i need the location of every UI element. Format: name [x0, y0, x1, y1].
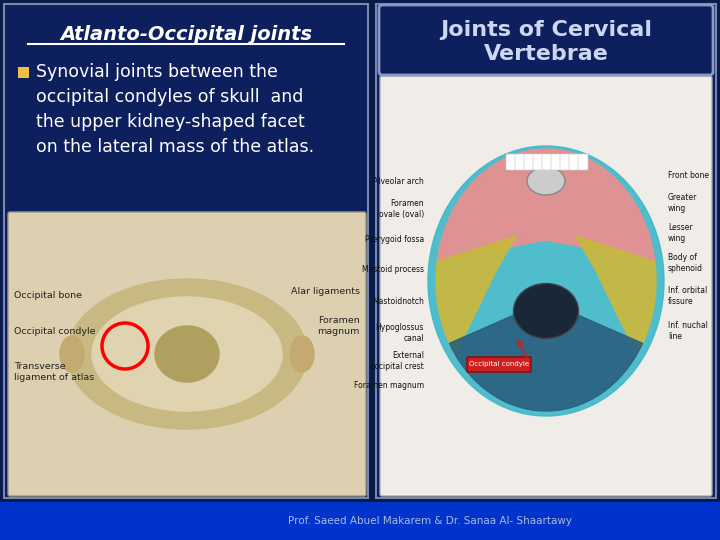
Text: Synovial joints between the: Synovial joints between the [36, 63, 278, 81]
Polygon shape [67, 279, 307, 429]
Text: Body of
sphenoid: Body of sphenoid [668, 253, 703, 273]
Text: Inf. nuchal
line: Inf. nuchal line [668, 321, 708, 341]
FancyBboxPatch shape [467, 357, 531, 372]
Text: Occipital bone: Occipital bone [14, 292, 82, 300]
FancyBboxPatch shape [8, 212, 366, 496]
Polygon shape [290, 336, 314, 372]
Bar [4, 4, 368, 498]
Text: Foramen
ovale (oval): Foramen ovale (oval) [379, 199, 424, 219]
Bar [18, 66, 29, 78]
Text: the upper kidney-shaped facet: the upper kidney-shaped facet [36, 113, 305, 131]
Text: Alar ligaments: Alar ligaments [291, 287, 360, 296]
Text: Inf. orbital
fissure: Inf. orbital fissure [668, 286, 707, 306]
FancyBboxPatch shape [506, 154, 516, 170]
FancyBboxPatch shape [560, 154, 570, 170]
Text: Pterygoid fossa: Pterygoid fossa [365, 234, 424, 244]
FancyBboxPatch shape [533, 154, 543, 170]
Text: Foramen magnum: Foramen magnum [354, 381, 424, 390]
FancyBboxPatch shape [542, 154, 552, 170]
Text: Mastoidnotch: Mastoidnotch [372, 296, 424, 306]
Ellipse shape [513, 284, 578, 339]
Text: Occipital condyle: Occipital condyle [14, 327, 96, 336]
FancyBboxPatch shape [551, 154, 561, 170]
Text: Atlanto-Occipital joints: Atlanto-Occipital joints [60, 24, 312, 44]
Text: Occipital condyle: Occipital condyle [469, 361, 529, 367]
Polygon shape [576, 236, 656, 354]
Text: Foramen
magnum: Foramen magnum [318, 316, 360, 336]
Bar [0, 502, 720, 540]
Text: Alveolar arch: Alveolar arch [373, 177, 424, 186]
FancyBboxPatch shape [380, 76, 712, 496]
Ellipse shape [527, 167, 565, 195]
FancyBboxPatch shape [524, 154, 534, 170]
Polygon shape [428, 146, 664, 416]
Text: Greater
wing: Greater wing [668, 193, 698, 213]
Bar [376, 4, 716, 498]
Polygon shape [437, 149, 654, 261]
Polygon shape [60, 336, 84, 372]
Text: Joints of Cervical: Joints of Cervical [440, 20, 652, 40]
Text: Hypoglossus
canal: Hypoglossus canal [376, 323, 424, 343]
Text: Front bone: Front bone [668, 172, 709, 180]
Text: on the lateral mass of the atlas.: on the lateral mass of the atlas. [36, 138, 314, 156]
FancyBboxPatch shape [379, 5, 713, 75]
FancyBboxPatch shape [569, 154, 579, 170]
Polygon shape [155, 326, 219, 382]
Text: External
occipital crest: External occipital crest [370, 352, 424, 370]
Text: Prof. Saeed Abuel Makarem & Dr. Sanaa Al- Shaartawy: Prof. Saeed Abuel Makarem & Dr. Sanaa Al… [288, 516, 572, 526]
Text: Mastoid process: Mastoid process [362, 265, 424, 273]
FancyBboxPatch shape [515, 154, 525, 170]
Text: Vertebrae: Vertebrae [484, 44, 608, 64]
Text: occipital condyles of skull  and: occipital condyles of skull and [36, 88, 303, 106]
Polygon shape [436, 236, 516, 354]
Text: Lesser
wing: Lesser wing [668, 224, 693, 242]
Polygon shape [449, 301, 642, 411]
Text: Transverse
ligament of atlas: Transverse ligament of atlas [14, 362, 94, 382]
FancyBboxPatch shape [578, 154, 588, 170]
Polygon shape [92, 297, 282, 411]
